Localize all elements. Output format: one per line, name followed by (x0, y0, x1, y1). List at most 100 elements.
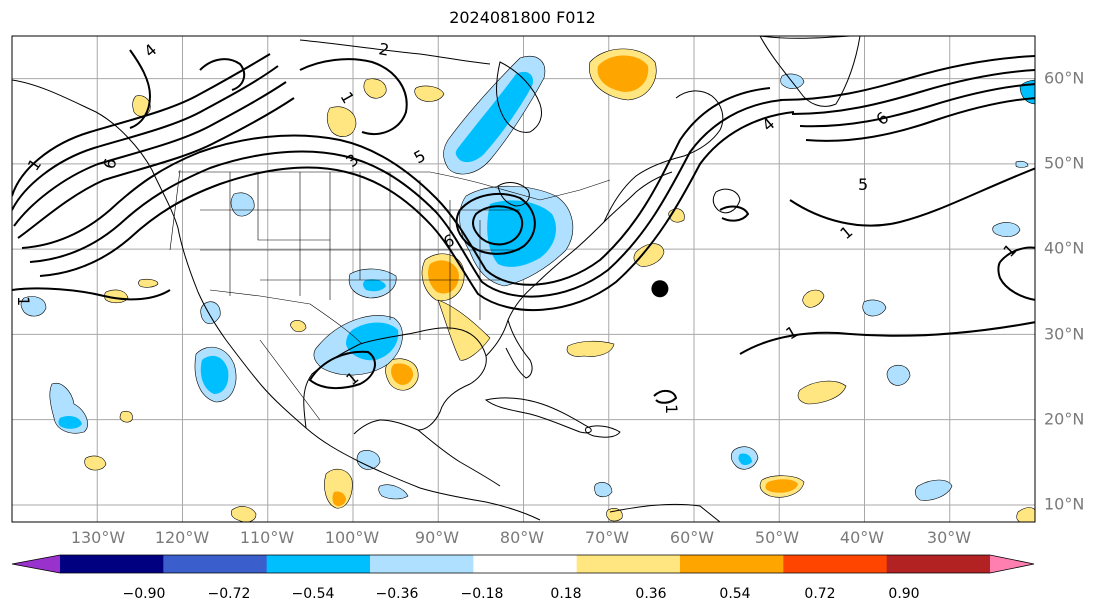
positive-anomaly-region (633, 243, 665, 267)
contour-line (17, 97, 295, 239)
positive-anomaly-core (597, 55, 649, 92)
contour-line (472, 205, 524, 246)
contour-label-group: 1 1 1 1 1 1 1 1 2 3 4 4 5 5 6 6 6 (14, 39, 1020, 414)
contour-line (21, 87, 771, 286)
positive-anomaly-core (765, 479, 798, 493)
longitude-label: 60°W (669, 528, 715, 547)
positive-anomaly-region (437, 299, 491, 361)
latitude-label: 50°N (1044, 153, 1085, 173)
contour-label: 1 (662, 404, 681, 414)
contour-lines (12, 49, 1035, 404)
florida-peninsula (505, 319, 533, 379)
longitude-label: 110°W (239, 528, 295, 547)
contour-label: 5 (858, 175, 868, 194)
latitude-label: 40°N (1044, 238, 1085, 258)
contour-line (12, 65, 279, 211)
newfoundland (712, 188, 741, 214)
positive-anomaly-region (138, 278, 159, 288)
colorbar-cell (576, 555, 681, 573)
colorbar-min-extension (12, 555, 60, 573)
contour-line (39, 111, 795, 312)
colorbar-cell (266, 555, 371, 573)
negative-anomaly-core (200, 355, 229, 394)
contour-line (997, 246, 1035, 301)
colorbar-tick-label: 0.54 (719, 586, 751, 602)
longitude-label: 50°W (754, 528, 800, 547)
storm-center-marker (651, 280, 669, 298)
arctic-coast (299, 39, 491, 65)
contour-line (455, 193, 536, 255)
positive-anomaly-region (326, 106, 357, 137)
latitude-label: 10°N (1044, 494, 1085, 514)
positive-anomaly-core (428, 260, 459, 294)
state-border (257, 172, 330, 241)
colorbar-tick-label: −0.18 (460, 586, 504, 602)
colorbar-tick-label: −0.36 (375, 586, 419, 602)
contour-line (308, 350, 376, 390)
colorbar-tick-label: −0.90 (122, 586, 166, 602)
positive-anomaly-region (566, 340, 615, 357)
contour-line (29, 99, 783, 298)
contour-label: 6 (100, 156, 121, 171)
contour-label: 2 (377, 39, 390, 59)
longitude-label: 70°W (584, 528, 630, 547)
contour-line (12, 287, 171, 301)
negative-anomaly-region (378, 484, 409, 500)
great-lakes (497, 182, 530, 207)
colorbar-outline (11, 554, 1035, 574)
positive-anomaly-region (1016, 507, 1035, 522)
contour-line (653, 390, 678, 404)
mexico-border (259, 339, 321, 421)
positive-anomaly-region (84, 455, 107, 471)
contour-line (805, 97, 1035, 142)
map-title: 2024081800 F012 (449, 8, 596, 27)
contour-line (719, 205, 750, 222)
colorbar-cell (163, 555, 268, 573)
latitude-label: 30°N (1044, 324, 1085, 344)
contour-line (13, 81, 287, 227)
longitude-label: 120°W (154, 528, 210, 547)
latitude-label: 20°N (1044, 409, 1085, 429)
positive-anomaly-region (414, 85, 445, 102)
cuba (484, 397, 592, 434)
longitude-label: 90°W (414, 528, 460, 547)
colorbar-tick-label: 0.90 (888, 586, 920, 602)
colorbar-tick-label: −0.54 (291, 586, 335, 602)
colorbar-cell (680, 555, 784, 573)
positive-anomaly-region (119, 410, 133, 423)
negative-anomaly-region (886, 364, 911, 386)
positive-anomaly-region (363, 78, 387, 99)
negative-anomaly-region (20, 296, 47, 317)
positive-anomaly-region (797, 380, 847, 405)
negative-anomaly-region (594, 482, 613, 498)
contour-line (799, 83, 1035, 128)
contour-line (199, 58, 246, 91)
negative-anomaly-core (738, 453, 752, 465)
colorbar-cell (370, 555, 474, 573)
coastlines (12, 36, 861, 522)
colorbar-cell (886, 555, 991, 573)
colorbar-tick-label: 0.36 (635, 586, 667, 602)
positive-anomaly-shading (84, 48, 1035, 522)
negative-anomaly-region (992, 222, 1021, 237)
contour-line (299, 58, 408, 135)
latitude-label: 60°N (1044, 68, 1085, 88)
colorbar-tick-label: 0.72 (804, 586, 836, 602)
negative-anomaly-core (363, 279, 386, 292)
positive-anomaly-core (332, 491, 346, 507)
canada-east-coast (603, 90, 724, 223)
us-mexico-border (209, 289, 363, 345)
negative-anomaly-region (862, 299, 887, 317)
greenland (759, 36, 861, 107)
negative-anomaly-region (356, 450, 381, 470)
contour-line (791, 69, 1035, 115)
negative-anomaly-region (914, 479, 953, 501)
hudson-bay (496, 61, 543, 133)
central-america (417, 429, 501, 487)
positive-anomaly-core (391, 363, 414, 385)
colorbar-cell (783, 555, 888, 573)
longitude-label: 130°W (70, 528, 126, 547)
longitude-label: 30°W (926, 528, 972, 547)
contour-line (739, 321, 1035, 355)
